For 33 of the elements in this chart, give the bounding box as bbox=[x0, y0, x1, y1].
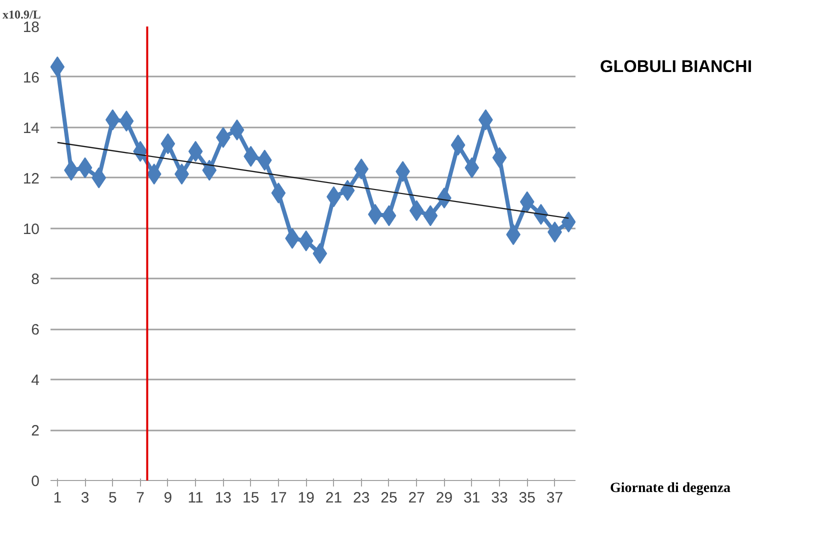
y-tick-label: 12 bbox=[22, 170, 40, 188]
y-tick-label: 8 bbox=[31, 271, 40, 288]
x-tick-label: 37 bbox=[546, 490, 564, 506]
y-tick-label: 18 bbox=[22, 19, 40, 36]
x-tick-label: 21 bbox=[325, 490, 342, 506]
x-tick-label: 19 bbox=[298, 490, 314, 506]
x-tick-label: 31 bbox=[464, 490, 480, 506]
y-axis-title: x10.9/L bbox=[2, 8, 41, 22]
x-tick-label: 27 bbox=[408, 490, 425, 506]
x-tick-label: 15 bbox=[242, 490, 260, 506]
text: GLOBULI BIANCHI bbox=[600, 56, 752, 78]
x-tick-label: 9 bbox=[164, 490, 172, 506]
x-tick-label: 33 bbox=[491, 490, 508, 506]
x-axis-title: Giornate di degenza bbox=[610, 480, 731, 498]
x-tick-label: 3 bbox=[80, 490, 90, 506]
x-tick-label: 35 bbox=[518, 490, 536, 506]
y-tick-label: 2 bbox=[31, 422, 40, 440]
x-tick-label: 25 bbox=[380, 490, 398, 506]
x-tick-label: 17 bbox=[270, 490, 287, 506]
x-tick-label: 11 bbox=[188, 490, 204, 506]
y-tick-label: 16 bbox=[22, 69, 40, 86]
x-tick-label: 23 bbox=[353, 490, 370, 506]
y-tick-label: 10 bbox=[22, 220, 40, 238]
point bbox=[312, 243, 328, 264]
y-tick-label: 4 bbox=[31, 372, 40, 390]
x-tick-label: 29 bbox=[436, 490, 453, 506]
x-tick-label: 5 bbox=[108, 490, 117, 506]
x-tick-label: 13 bbox=[214, 490, 232, 506]
y-tick-label: 0 bbox=[31, 473, 40, 490]
y-tick-label: 14 bbox=[22, 120, 40, 137]
x-tick-label: 7 bbox=[136, 490, 144, 506]
y-tick-label: 6 bbox=[31, 322, 40, 339]
x-tick-label: 1 bbox=[53, 490, 62, 506]
